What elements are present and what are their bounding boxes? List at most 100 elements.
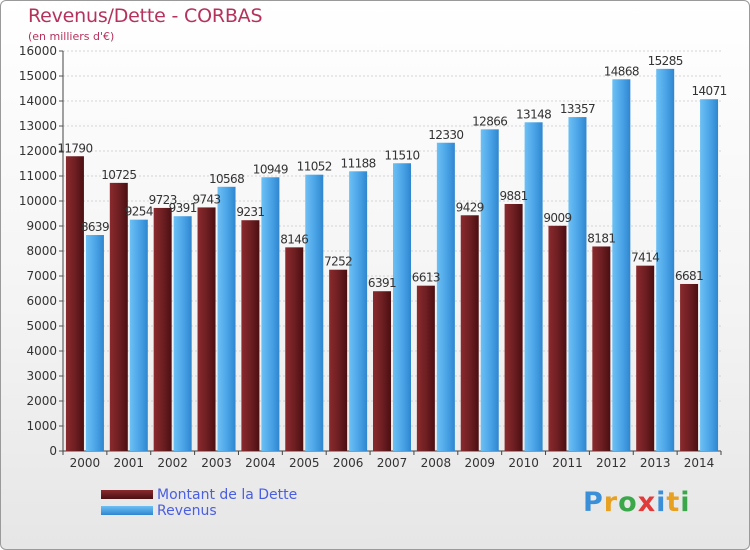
data-label-revenus: 11188 bbox=[341, 156, 376, 170]
bar-revenus bbox=[393, 163, 411, 451]
data-label-dette: 9881 bbox=[500, 189, 528, 203]
x-tick-label: 2007 bbox=[377, 456, 408, 470]
y-tick-label: 5000 bbox=[26, 319, 57, 333]
data-label-dette: 9429 bbox=[456, 200, 484, 214]
data-label-dette: 7414 bbox=[631, 251, 659, 265]
y-tick-label: 4000 bbox=[26, 344, 57, 358]
y-tick-label: 3000 bbox=[26, 369, 57, 383]
chart-title: Revenus/Dette - CORBAS bbox=[28, 5, 263, 27]
logo-letter: x bbox=[637, 487, 657, 518]
data-label-dette: 6613 bbox=[412, 271, 440, 285]
data-label-dette: 7252 bbox=[324, 255, 352, 269]
bar-dette bbox=[416, 285, 435, 451]
axes: 0 1000 2000 3000 4000 5000 6000 7000 8000 9000 100… bbox=[19, 44, 722, 470]
x-tick-label: 2014 bbox=[684, 456, 715, 470]
bar-dette bbox=[65, 156, 84, 451]
bar-dette bbox=[241, 220, 260, 451]
data-label-revenus: 9391 bbox=[169, 201, 197, 215]
x-tick-label: 2011 bbox=[552, 456, 583, 470]
data-label-dette: 9009 bbox=[543, 211, 571, 225]
data-label-revenus: 13357 bbox=[560, 102, 595, 116]
bar-revenus bbox=[436, 142, 455, 451]
data-label-dette: 6391 bbox=[368, 276, 396, 290]
bar-dette bbox=[680, 283, 699, 451]
x-tick-label: 2009 bbox=[464, 456, 495, 470]
proxiti-logo: Proxiti bbox=[583, 487, 691, 518]
data-label-revenus: 9254 bbox=[125, 205, 153, 219]
bar-revenus bbox=[612, 79, 631, 452]
x-tick-label: 2008 bbox=[421, 456, 452, 470]
x-tick-label: 2012 bbox=[596, 456, 627, 470]
data-label-revenus: 11510 bbox=[384, 148, 419, 162]
x-tick-label: 2004 bbox=[245, 456, 276, 470]
x-tick-label: 2003 bbox=[201, 456, 232, 470]
logo-letter: r bbox=[603, 487, 619, 518]
data-label-revenus: 11052 bbox=[297, 160, 332, 174]
y-tick-label: 1000 bbox=[26, 419, 57, 433]
bar-revenus bbox=[173, 216, 192, 451]
data-label-dette: 8181 bbox=[587, 231, 615, 245]
logo-letter: i bbox=[680, 487, 691, 518]
data-label-revenus: 14071 bbox=[691, 84, 726, 98]
y-tick-label: 11000 bbox=[19, 169, 57, 183]
data-label-dette: 9723 bbox=[149, 193, 177, 207]
y-tick-label: 10000 bbox=[19, 194, 57, 208]
bar-dette bbox=[460, 215, 479, 451]
data-label-revenus: 15285 bbox=[648, 54, 683, 68]
y-tick-label: 16000 bbox=[19, 44, 57, 58]
data-label-dette: 9743 bbox=[192, 192, 220, 206]
data-label-dette: 9231 bbox=[236, 205, 264, 219]
x-tick-label: 2006 bbox=[333, 456, 364, 470]
y-tick-label: 7000 bbox=[26, 269, 57, 283]
bar-revenus bbox=[656, 68, 675, 451]
legend-label-dette: Montant de la Dette bbox=[157, 487, 298, 503]
bar-dette bbox=[109, 182, 128, 451]
bar-revenus bbox=[568, 117, 587, 451]
data-label-dette: 6681 bbox=[675, 269, 703, 283]
bar-dette bbox=[153, 207, 172, 451]
bar-dette bbox=[504, 203, 523, 451]
x-tick-label: 2010 bbox=[508, 456, 539, 470]
y-tick-label: 0 bbox=[49, 444, 57, 458]
bar-revenus bbox=[85, 235, 104, 451]
bar-dette bbox=[548, 225, 567, 451]
bar-revenus bbox=[261, 177, 280, 451]
chart-subtitle: (en milliers d'€) bbox=[28, 30, 115, 43]
bar-dette bbox=[636, 265, 655, 451]
x-tick-label: 2000 bbox=[70, 456, 101, 470]
y-tick-label: 15000 bbox=[19, 69, 57, 83]
y-tick-label: 13000 bbox=[19, 119, 57, 133]
legend-label-revenus: Revenus bbox=[157, 503, 217, 519]
data-label-revenus: 12866 bbox=[472, 114, 507, 128]
bar-revenus bbox=[524, 122, 543, 452]
bar-dette bbox=[329, 269, 348, 451]
x-tick-label: 2013 bbox=[640, 456, 671, 470]
y-tick-label: 8000 bbox=[26, 244, 57, 258]
data-label-dette: 11790 bbox=[57, 141, 92, 155]
bar-revenus bbox=[349, 171, 368, 452]
bar-revenus bbox=[217, 186, 236, 452]
bar-revenus bbox=[129, 219, 148, 451]
bar-dette bbox=[373, 291, 391, 451]
bar-revenus bbox=[480, 129, 499, 451]
bars bbox=[65, 68, 719, 452]
logo-letter: P bbox=[583, 487, 604, 518]
y-tick-label: 9000 bbox=[26, 219, 57, 233]
data-label-dette: 10725 bbox=[101, 168, 136, 182]
logo-letter: i bbox=[656, 487, 667, 518]
data-label-revenus: 12330 bbox=[428, 128, 463, 142]
bar-dette bbox=[592, 246, 611, 451]
data-label-revenus: 10568 bbox=[209, 172, 244, 186]
x-tick-label: 2002 bbox=[157, 456, 188, 470]
bar-dette bbox=[197, 207, 216, 451]
y-tick-label: 6000 bbox=[26, 294, 57, 308]
grid-lines bbox=[63, 50, 721, 452]
logo-letter: t bbox=[666, 487, 681, 518]
x-tick-label: 2005 bbox=[289, 456, 320, 470]
data-label-revenus: 10949 bbox=[253, 162, 288, 176]
logo-letter: o bbox=[618, 487, 638, 518]
y-tick-label: 2000 bbox=[26, 394, 57, 408]
